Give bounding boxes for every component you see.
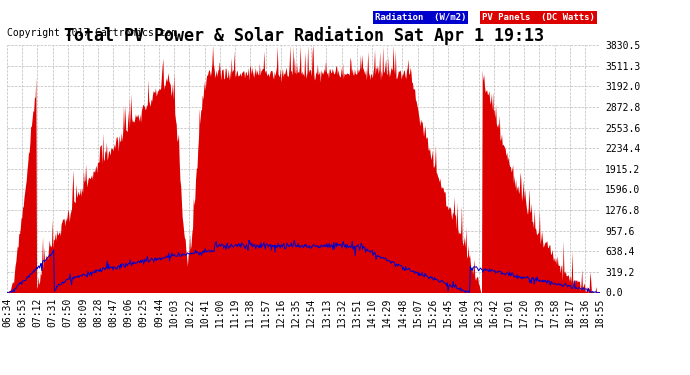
Text: PV Panels  (DC Watts): PV Panels (DC Watts) — [482, 13, 595, 22]
Text: Radiation  (W/m2): Radiation (W/m2) — [375, 13, 466, 22]
Title: Total PV Power & Solar Radiation Sat Apr 1 19:13: Total PV Power & Solar Radiation Sat Apr… — [63, 26, 544, 45]
Text: Copyright 2017 Cartronics.com: Copyright 2017 Cartronics.com — [7, 28, 177, 38]
